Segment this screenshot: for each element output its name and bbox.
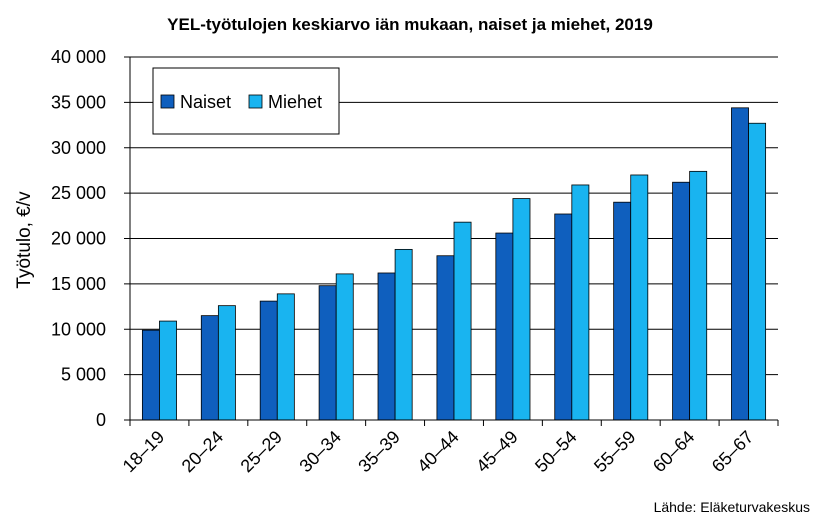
- bar-naiset-50–54: [554, 213, 573, 421]
- bar-naiset-30–34: [318, 285, 337, 421]
- x-tick-label: 50–54: [531, 427, 581, 477]
- x-tick-label: 45–49: [472, 427, 522, 477]
- bar-miehet-25–29: [276, 293, 295, 421]
- bar-naiset-40–44: [436, 255, 455, 421]
- x-tick-label: 55–59: [590, 427, 640, 477]
- bar-naiset-20–24: [200, 315, 219, 421]
- legend-swatch-miehet: [248, 94, 263, 109]
- y-tick-label: 0: [96, 410, 106, 430]
- bar-naiset-65–67: [731, 107, 749, 421]
- bar-miehet-30–34: [335, 273, 354, 421]
- x-tick-labels: 18–19 20–24 25–29 30–34 35–39 40–44 45–49 50–54…: [119, 427, 758, 477]
- y-tick-label: 10 000: [51, 319, 106, 339]
- bar-naiset-45–49: [495, 232, 514, 421]
- bar-miehet-40–44: [453, 221, 472, 421]
- bar-naiset-18–19: [141, 329, 160, 421]
- legend-label-naiset: Naiset: [180, 92, 231, 112]
- y-tick-label: 35 000: [51, 92, 106, 112]
- bar-miehet-20–24: [217, 305, 236, 421]
- bar-miehet-65–67: [748, 122, 767, 421]
- y-tick-label: 5 000: [61, 365, 106, 385]
- y-tick-labels: 0 5 000 10 000 15 000 20 000 25 000 30 000 35 0…: [51, 47, 106, 430]
- bar-miehet-35–39: [394, 248, 413, 421]
- x-tick-label: 25–29: [237, 427, 287, 477]
- x-tick-label: 65–67: [708, 427, 758, 477]
- bar-miehet-18–19: [159, 320, 177, 421]
- legend: Naiset Miehet: [152, 67, 340, 135]
- bar-miehet-60–64: [689, 170, 708, 421]
- y-tick-label: 30 000: [51, 138, 106, 158]
- x-tick-label: 30–34: [295, 427, 345, 477]
- bar-miehet-55–59: [630, 174, 649, 421]
- chart-title: YEL-työtulojen keskiarvo iän mukaan, nai…: [167, 15, 653, 34]
- x-tick-label: 18–19: [119, 427, 169, 477]
- legend-label-miehet: Miehet: [268, 92, 322, 112]
- legend-box: [152, 67, 340, 135]
- bar-miehet-50–54: [571, 184, 590, 421]
- bar-naiset-25–29: [259, 300, 278, 421]
- bar-naiset-60–64: [672, 181, 691, 421]
- y-axis-label: Työtulo, €/v: [14, 191, 35, 289]
- bar-naiset-55–59: [613, 201, 632, 421]
- y-tick-label: 20 000: [51, 229, 106, 249]
- y-tick-label: 40 000: [51, 47, 106, 67]
- bar-miehet-45–49: [512, 198, 531, 421]
- bars: [141, 107, 767, 421]
- y-tick-label: 15 000: [51, 274, 106, 294]
- x-tick-label: 40–44: [413, 427, 463, 477]
- x-tick-label: 60–64: [649, 427, 699, 477]
- source-note: Lähde: Eläketurvakeskus: [654, 499, 810, 515]
- x-tick-label: 35–39: [354, 427, 404, 477]
- y-tick-label: 25 000: [51, 183, 106, 203]
- legend-swatch-naiset: [160, 94, 175, 109]
- bar-naiset-35–39: [377, 272, 396, 421]
- axes: [129, 57, 778, 421]
- x-tick-label: 20–24: [178, 427, 228, 477]
